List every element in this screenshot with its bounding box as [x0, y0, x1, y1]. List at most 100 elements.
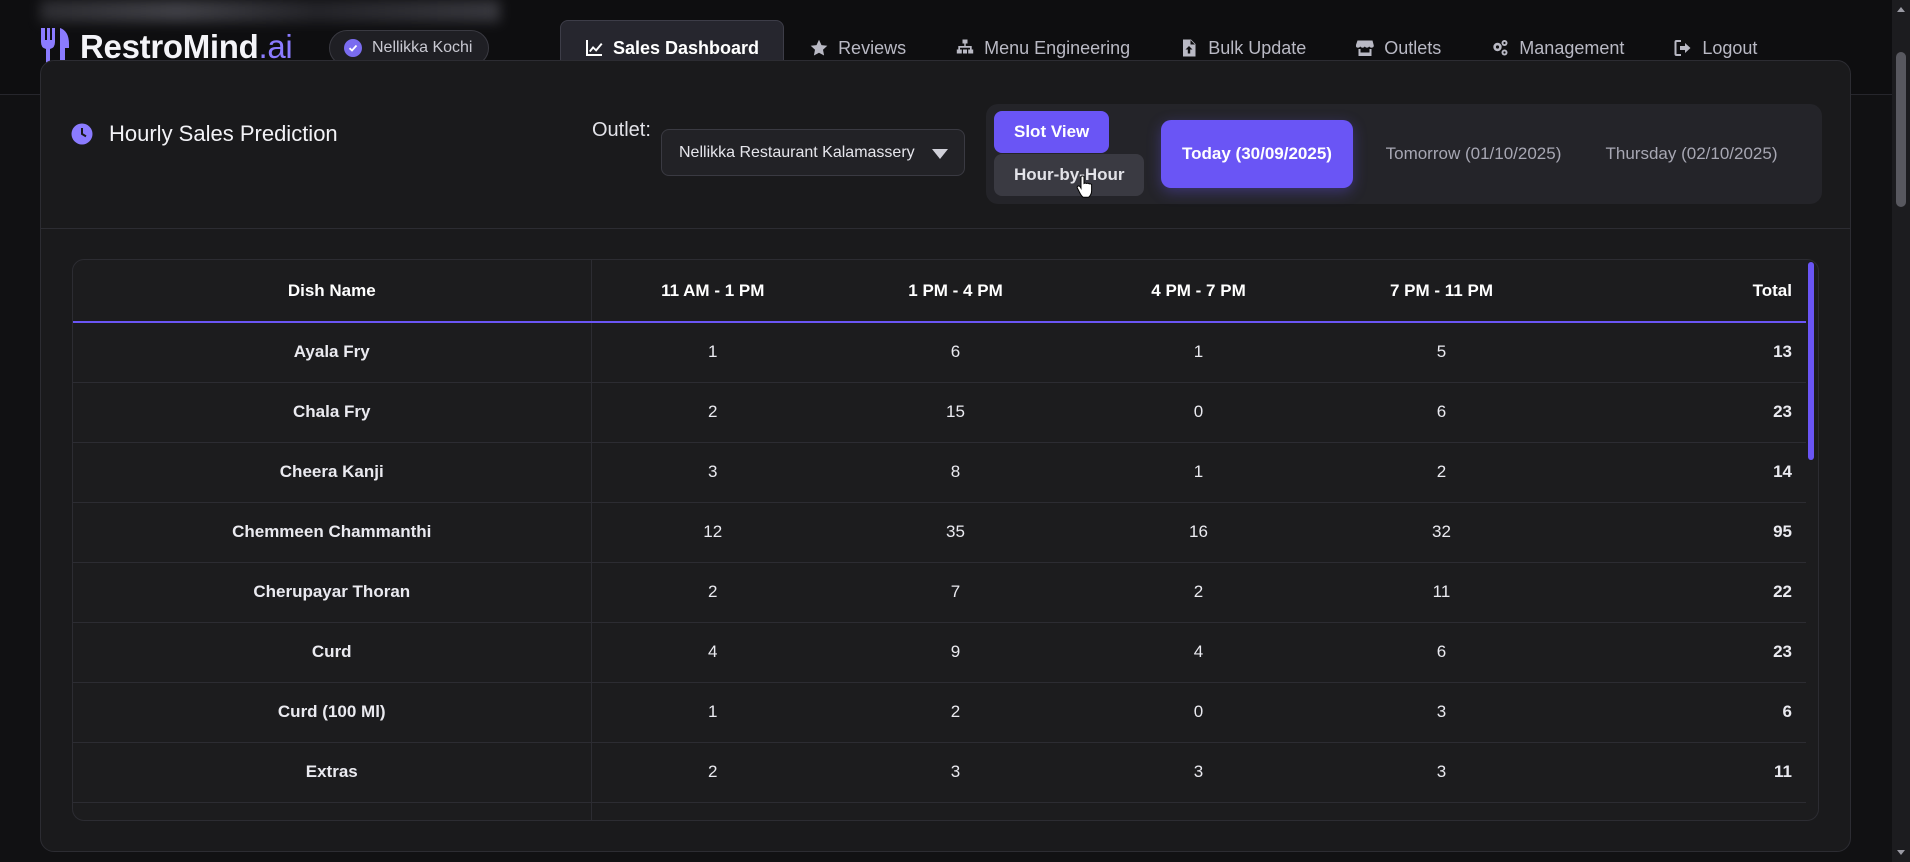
- slot-value-cell: [1320, 802, 1563, 820]
- view-controls: Slot View Hour-by-Hour Today (30/09/2025…: [986, 104, 1822, 204]
- slot-value-cell: 1: [1077, 442, 1320, 503]
- chart-line-icon: [586, 40, 603, 56]
- total-cell: 95: [1563, 502, 1806, 563]
- nav-management[interactable]: Management: [1467, 20, 1648, 76]
- sales-table: Dish Name 11 AM - 1 PM 1 PM - 4 PM 4 PM …: [73, 260, 1806, 820]
- slot-value-cell: 3: [1077, 742, 1320, 803]
- outlet-select[interactable]: Nellikka Restaurant Kalamassery: [661, 129, 965, 176]
- header-slot-3: 4 PM - 7 PM: [1077, 260, 1320, 323]
- dish-name-cell: Curd (100 Ml): [73, 682, 592, 743]
- logout-icon: [1674, 40, 1691, 56]
- slot-value-cell: 35: [834, 502, 1077, 563]
- day-today-button[interactable]: Today (30/09/2025): [1161, 120, 1353, 188]
- page-scroll-thumb[interactable]: [1896, 52, 1906, 207]
- fork-knife-icon: [41, 28, 69, 66]
- table-header-row: Dish Name 11 AM - 1 PM 1 PM - 4 PM 4 PM …: [73, 260, 1806, 323]
- hour-by-hour-button[interactable]: Hour-by-Hour: [994, 154, 1145, 196]
- sales-table-container[interactable]: Dish Name 11 AM - 1 PM 1 PM - 4 PM 4 PM …: [72, 259, 1819, 821]
- file-upload-icon: [1183, 39, 1196, 57]
- hourly-sales-card: Hourly Sales Prediction Outlet: Nellikka…: [40, 60, 1851, 852]
- nav-bulk-update[interactable]: Bulk Update: [1156, 20, 1330, 76]
- nav-label: Sales Dashboard: [613, 37, 760, 58]
- nav-reviews[interactable]: Reviews: [786, 20, 930, 76]
- mouse-pointer-icon: [1076, 175, 1093, 198]
- dish-name-cell: Extras: [73, 742, 592, 803]
- table-scrollbar[interactable]: [1808, 262, 1814, 460]
- slot-value-cell: 32: [1320, 502, 1563, 563]
- nav-logout[interactable]: Logout: [1650, 20, 1781, 76]
- slot-value-cell: 6: [1320, 382, 1563, 443]
- total-cell: 22: [1563, 562, 1806, 623]
- scroll-down-arrow-icon[interactable]: [1896, 848, 1906, 858]
- sitemap-icon: [956, 39, 974, 54]
- dish-name-cell: Ayala Fry: [73, 322, 592, 383]
- slot-value-cell: 7: [834, 562, 1077, 623]
- day-tomorrow-button[interactable]: Tomorrow (01/10/2025): [1385, 144, 1562, 163]
- slot-value-cell: [1077, 802, 1320, 820]
- card-header: [41, 96, 1850, 229]
- nav-label: Bulk Update: [1208, 37, 1307, 58]
- total-cell: 23: [1563, 622, 1806, 683]
- header-dish-name: Dish Name: [73, 260, 592, 323]
- slot-value-cell: 6: [1320, 622, 1563, 683]
- star-icon: [810, 39, 828, 56]
- slot-value-cell: 2: [591, 742, 834, 803]
- slot-value-cell: 15: [834, 382, 1077, 443]
- slot-value-cell: [834, 802, 1077, 820]
- nav-label: Outlets: [1384, 37, 1442, 58]
- slot-view-button[interactable]: Slot View: [994, 111, 1110, 153]
- outlet-label: Outlet:: [592, 119, 651, 141]
- slot-value-cell: 3: [1320, 682, 1563, 743]
- nav-outlets[interactable]: Outlets: [1332, 20, 1465, 76]
- slot-value-cell: 2: [591, 562, 834, 623]
- slot-value-cell: 1: [591, 322, 834, 383]
- nav-label: Menu Engineering: [984, 37, 1131, 58]
- slot-value-cell: 16: [1077, 502, 1320, 563]
- slot-value-cell: 2: [834, 682, 1077, 743]
- clock-icon: [71, 123, 93, 145]
- outlet-select-value: Nellikka Restaurant Kalamassery: [679, 143, 915, 161]
- page-scrollbar[interactable]: [1892, 0, 1910, 862]
- total-cell: 13: [1563, 322, 1806, 383]
- table-row: Chemmeen Chammanthi 12 35 16 32 95: [73, 502, 1806, 563]
- blurred-banner: [40, 0, 500, 22]
- caret-down-icon: [932, 149, 948, 159]
- slot-value-cell: 4: [591, 622, 834, 683]
- day-thursday-button[interactable]: Thursday (02/10/2025): [1605, 144, 1778, 163]
- header-total: Total: [1563, 260, 1806, 323]
- table-row: Cherupayar Thoran 2 7 2 11 22: [73, 562, 1806, 623]
- dish-name-cell: Curd: [73, 622, 592, 683]
- slot-value-cell: 4: [1077, 622, 1320, 683]
- slot-value-cell: 2: [591, 382, 834, 443]
- brand-logo[interactable]: RestroMind.ai: [38, 28, 293, 66]
- slot-value-cell: 6: [834, 322, 1077, 383]
- check-circle-icon: [344, 39, 362, 57]
- slot-value-cell: 1: [591, 682, 834, 743]
- slot-value-cell: 8: [834, 442, 1077, 503]
- slot-value-cell: 3: [834, 742, 1077, 803]
- scroll-up-arrow-icon[interactable]: [1896, 4, 1906, 14]
- dish-name-cell: [73, 802, 592, 820]
- gears-icon: [1493, 40, 1508, 56]
- header-slot-1: 11 AM - 1 PM: [591, 260, 834, 323]
- store-icon: [1356, 40, 1375, 56]
- slot-value-cell: 9: [834, 622, 1077, 683]
- table-row: Curd (100 Ml) 1 2 0 3 6: [73, 682, 1806, 743]
- slot-value-cell: 0: [1077, 382, 1320, 443]
- slot-value-cell: 2: [1320, 442, 1563, 503]
- nav-label: Management: [1519, 37, 1625, 58]
- nav-menu-engineering[interactable]: Menu Engineering: [932, 20, 1154, 76]
- header-slot-4: 7 PM - 11 PM: [1320, 260, 1563, 323]
- slot-value-cell: 2: [1077, 562, 1320, 623]
- slot-value-cell: 12: [591, 502, 834, 563]
- table-row: Extras 2 3 3 3 11: [73, 742, 1806, 803]
- dish-name-cell: Chala Fry: [73, 382, 592, 443]
- dish-name-cell: Chemmeen Chammanthi: [73, 502, 592, 563]
- slot-value-cell: 1: [1077, 322, 1320, 383]
- total-cell: 11: [1563, 742, 1806, 803]
- total-cell: 6: [1563, 682, 1806, 743]
- dish-name-cell: Cheera Kanji: [73, 442, 592, 503]
- total-cell: [1563, 802, 1806, 820]
- nav-label: Logout: [1702, 37, 1758, 58]
- outlet-badge-label: Nellikka Kochi: [372, 39, 473, 56]
